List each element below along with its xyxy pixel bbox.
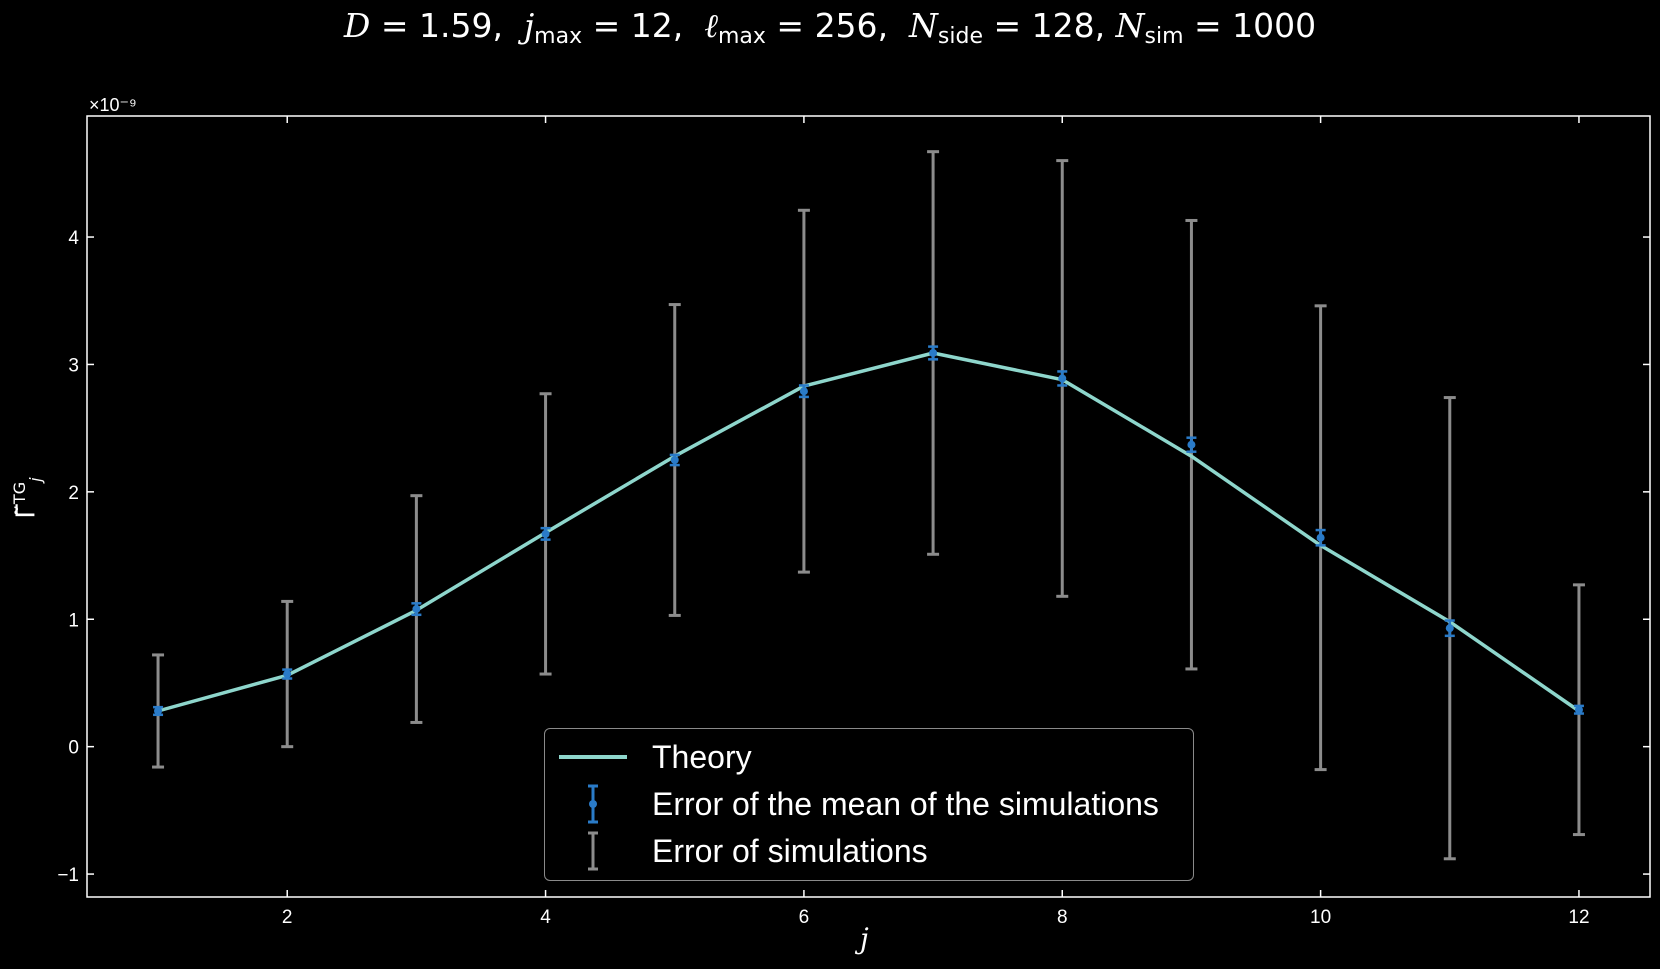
- mean-point: [283, 670, 292, 679]
- plot-frame: [86, 115, 1651, 898]
- mean-point: [1187, 440, 1196, 449]
- mean-point: [670, 455, 679, 464]
- legend-label-theory: Theory: [652, 738, 752, 775]
- x-axis-label: j: [860, 922, 869, 955]
- title-d-symbol: D: [343, 6, 371, 45]
- mean-point: [1574, 705, 1583, 714]
- y-tick-label: 1: [68, 610, 79, 631]
- legend-item-mean-error: Error of the mean of the simulations: [545, 781, 1191, 827]
- theory-line: [157, 351, 1580, 713]
- y-tick-label: 4: [68, 228, 79, 249]
- mean-point: [1316, 533, 1325, 542]
- title-l-symbol: ℓ: [704, 6, 718, 45]
- title-nside-symbol: N: [909, 6, 938, 45]
- y-tick-label: 2: [68, 483, 79, 504]
- theory-line-icon: [559, 755, 627, 759]
- legend-label-mean-error: Error of the mean of the simulations: [652, 785, 1159, 822]
- x-tick-label: 8: [1057, 907, 1068, 928]
- x-tick-label: 2: [282, 907, 293, 928]
- mean-point: [1058, 374, 1067, 383]
- legend: Theory Error of the mean of the simulati…: [544, 728, 1194, 881]
- mean-point: [412, 605, 421, 614]
- title-d-value: 1.59: [418, 6, 493, 45]
- theory-line-group: [157, 351, 1580, 713]
- title-nsim-sub: sim: [1144, 24, 1184, 49]
- mean-error-bars: [153, 345, 1584, 717]
- mean-point: [799, 387, 808, 396]
- title-j-value: 12: [630, 6, 673, 45]
- title-nsim-symbol: N: [1115, 6, 1145, 45]
- y-label-main: Γ̃: [11, 504, 42, 519]
- mean-point: [1445, 624, 1454, 633]
- y-offset-text: ×10⁻⁹: [89, 95, 137, 115]
- title-nside-sub: side: [937, 24, 983, 49]
- title-l-sub: max: [717, 24, 766, 49]
- title-j-symbol: j: [523, 6, 535, 45]
- mean-point: [929, 348, 938, 357]
- title-j-sub: max: [534, 24, 583, 49]
- y-axis-label: Γ̃TGj: [10, 468, 70, 528]
- x-tick-label: 10: [1310, 907, 1331, 928]
- x-tick-label: 4: [540, 907, 551, 928]
- y-tick-label: 0: [68, 738, 79, 759]
- mean-point: [154, 706, 163, 715]
- y-tick-label: −1: [57, 865, 79, 886]
- y-label-sup: TG: [10, 481, 29, 505]
- legend-item-theory: Theory: [545, 734, 1191, 780]
- mean-point: [541, 529, 550, 538]
- title-nside-value: 128: [1031, 6, 1095, 45]
- sim-errorbar-icon: [588, 831, 598, 871]
- y-label-sub: j: [25, 477, 45, 482]
- mean-errorbar-icon: [588, 784, 598, 824]
- x-tick-label: 12: [1568, 907, 1589, 928]
- title-l-value: 256: [814, 6, 878, 45]
- title-nsim-value: 1000: [1232, 6, 1317, 45]
- legend-item-sim-error: Error of simulations: [545, 828, 1191, 874]
- chart-title: D = 1.59, jmax = 12, ℓmax = 256, Nside =…: [343, 6, 1317, 49]
- y-tick-label: 3: [68, 355, 79, 376]
- x-tick-label: 6: [799, 907, 810, 928]
- legend-label-sim-error: Error of simulations: [652, 832, 928, 869]
